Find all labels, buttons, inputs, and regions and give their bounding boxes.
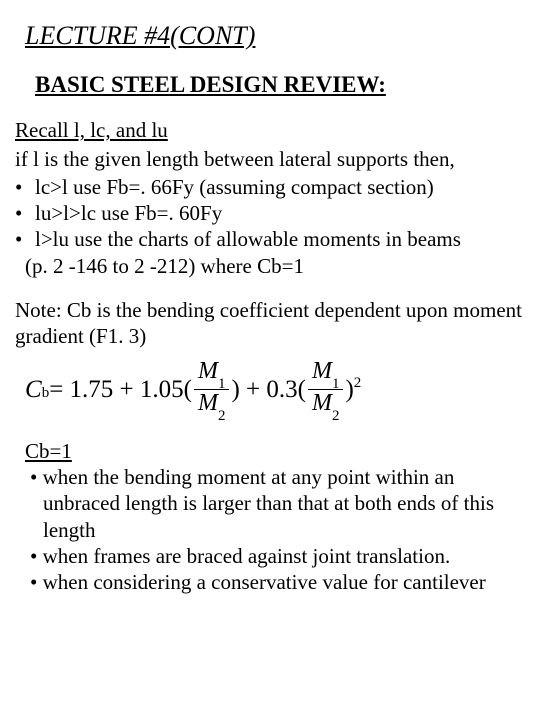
formula-frac-2: M1 M2	[308, 359, 344, 420]
formula-cb-sub: b	[42, 384, 50, 403]
note-text: Note: Cb is the bending coefficient depe…	[15, 297, 525, 350]
bullet-1: • lc>l use Fb=. 66Fy (assuming compact s…	[15, 174, 525, 200]
frac-m: M	[312, 358, 332, 384]
frac-m: M	[312, 390, 332, 416]
bullet-3-cont: (p. 2 -146 to 2 -212) where Cb=1	[15, 253, 525, 279]
frac-m: M	[198, 390, 218, 416]
frac-m: M	[198, 358, 218, 384]
bullet-dot: •	[15, 226, 35, 252]
bullet-2: • lu>l>lc use Fb=. 60Fy	[15, 200, 525, 226]
bullet-dot: •	[15, 174, 35, 200]
formula-close: )	[345, 374, 353, 405]
bullet-3: • l>lu use the charts of allowable momen…	[15, 226, 525, 252]
frac-sub-2: 2	[218, 408, 226, 424]
lecture-title: LECTURE #4(CONT)	[25, 20, 525, 53]
cb-formula: Cb = 1.75 + 1.05( M1 M2 ) + 0.3( M1 M2 )…	[25, 359, 525, 420]
cb1-point-3: • when considering a conservative value …	[25, 569, 525, 595]
formula-plus03: ) + 0.3(	[231, 374, 306, 405]
bullet-2-text: lu>l>lc use Fb=. 60Fy	[35, 200, 222, 226]
frac-sub-1: 1	[332, 376, 340, 392]
if-line: if l is the given length between lateral…	[15, 146, 525, 172]
frac-sub-1: 1	[218, 376, 226, 392]
formula-squared: 2	[354, 374, 362, 393]
section-subtitle: BASIC STEEL DESIGN REVIEW:	[35, 71, 525, 100]
cb1-section: Cb=1 • when the bending moment at any po…	[25, 438, 525, 596]
formula-cb: C	[25, 374, 42, 405]
formula-eq: = 1.75 + 1.05(	[49, 374, 192, 405]
cb1-label: Cb=1	[25, 438, 525, 464]
frac-sub-2: 2	[332, 408, 340, 424]
bullet-dot: •	[15, 200, 35, 226]
formula-frac-1: M1 M2	[194, 359, 230, 420]
recall-line: Recall l, lc, and lu	[15, 117, 525, 143]
bullet-1-text: lc>l use Fb=. 66Fy (assuming compact sec…	[35, 174, 434, 200]
bullet-3-text: l>lu use the charts of allowable moments…	[35, 226, 461, 252]
cb1-point-2: • when frames are braced against joint t…	[25, 543, 525, 569]
cb1-point-1: • when the bending moment at any point w…	[25, 464, 525, 543]
